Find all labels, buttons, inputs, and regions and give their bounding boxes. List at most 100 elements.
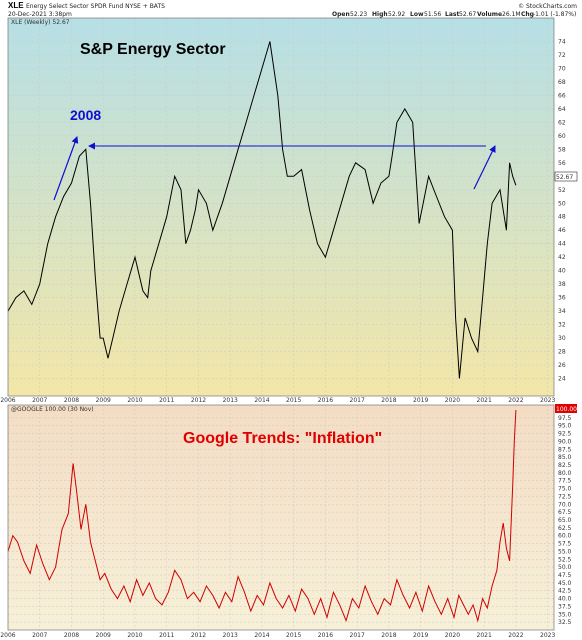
trends-y-tick-label: 82.5: [558, 462, 572, 469]
trends-legend: @GOOGLE 100.00 (30 Nov): [11, 406, 94, 413]
trends-panel-background: [8, 405, 554, 630]
trends-y-tick-label: 92.5: [558, 431, 572, 438]
trends-y-tick-label: 52.5: [558, 556, 572, 563]
trends-y-tick-label: 77.5: [558, 478, 572, 485]
trends-y-tick-label: 47.5: [558, 572, 572, 579]
price-x-tick-label: 2018: [381, 397, 396, 404]
trends-y-tick-label: 50.0: [558, 564, 572, 571]
trends-x-tick-label: 2007: [32, 632, 47, 639]
trends-panel-frame: [7, 404, 555, 631]
watermark-label: © StockCharts.com: [518, 3, 577, 10]
price-x-tick-label: 2016: [318, 397, 333, 404]
annotation-2008: 2008: [70, 107, 101, 123]
price-x-tick-label: 2021: [477, 397, 492, 404]
trends-x-tick-label: 2009: [96, 632, 111, 639]
trends-y-tick-label: 97.5: [558, 415, 572, 422]
price-title: S&P Energy Sector: [80, 41, 226, 58]
price-y-tick-label: 44: [558, 241, 566, 248]
price-panel: 2426283032343638404244464850525456586062…: [7, 17, 578, 397]
price-x-tick-label: 2009: [96, 397, 111, 404]
arrow-2021-rise: [473, 145, 496, 190]
price-y-tick-label: 36: [558, 295, 566, 302]
trends-y-tick-label: 80.0: [558, 470, 572, 477]
trends-title: Google Trends: "Inflation": [183, 430, 382, 447]
open-value: 52.23: [350, 11, 367, 18]
trends-y-tick-label: 85.0: [558, 454, 572, 461]
trends-x-tick-label: 2008: [64, 632, 79, 639]
price-y-tick-label: 30: [558, 335, 566, 342]
volume-value: 26.1M: [502, 11, 521, 18]
low-label: Low: [410, 11, 424, 18]
chg-label: Chg: [521, 11, 534, 18]
trends-y-tick-label: 95.0: [558, 423, 572, 430]
trends-y-tick-label: 62.5: [558, 525, 572, 532]
trends-x-tick-label: 2017: [350, 632, 365, 639]
trends-x-tick-label: 2014: [254, 632, 269, 639]
price-y-tick-label: 74: [558, 38, 566, 45]
trends-y-tick-label: 42.5: [558, 588, 572, 595]
trends-y-tick-label: 60.0: [558, 533, 572, 540]
trends-x-tick-label: 2019: [413, 632, 428, 639]
trends-y-tick-label: 35.0: [558, 611, 572, 618]
trends-y-tick-label: 67.5: [558, 509, 572, 516]
trends-x-tick-label: 2020: [445, 632, 460, 639]
symbol-label: XLE: [8, 1, 24, 10]
last-label: Last: [445, 11, 459, 18]
last-value: 52.67: [459, 11, 476, 18]
trends-x-tick-label: 2013: [223, 632, 238, 639]
last-price-tag: [554, 171, 578, 182]
trends-x-tick-label: 2018: [381, 632, 396, 639]
trends-x-tick-label: 2021: [477, 632, 492, 639]
price-x-tick-label: 2006: [0, 397, 15, 404]
trends-y-tick-label: 72.5: [558, 493, 572, 500]
trends-y-tick-label: 70.0: [558, 501, 572, 508]
price-y-tick-label: 58: [558, 146, 566, 153]
price-x-tick-label: 2022: [508, 397, 523, 404]
price-y-tick-label: 40: [558, 268, 566, 275]
price-x-tick-label: 2013: [223, 397, 238, 404]
price-x-tick-label: 2015: [286, 397, 301, 404]
description-label: Energy Select Sector SPDR Fund NYSE + BA…: [26, 3, 165, 10]
trends-x-tick-label: 2023: [540, 632, 555, 639]
price-y-tick-label: 50: [558, 200, 566, 207]
price-x-tick-label: 2017: [350, 397, 365, 404]
low-value: 51.56: [424, 11, 441, 18]
trends-x-tick-label: 2012: [191, 632, 206, 639]
price-y-tick-label: 38: [558, 281, 566, 288]
price-x-tick-label: 2020: [445, 397, 460, 404]
price-y-tick-label: 48: [558, 214, 566, 221]
price-legend: XLE (Weekly) 52.67: [11, 19, 70, 26]
price-y-tick-label: 66: [558, 92, 566, 99]
price-x-tick-label: 2011: [159, 397, 174, 404]
open-label: Open: [332, 11, 350, 18]
date-label: 20-Dec-2021 3:38pm: [8, 11, 72, 18]
price-y-tick-label: 72: [558, 52, 566, 59]
price-panel-background: [8, 18, 554, 396]
price-y-tick-label: 56: [558, 160, 566, 167]
price-y-tick-label: 28: [558, 349, 566, 356]
price-y-tick-label: 52: [558, 187, 566, 194]
price-y-tick-label: 26: [558, 362, 566, 369]
price-x-tick-label: 2023: [540, 397, 555, 404]
trends-y-tick-label: 40.0: [558, 596, 572, 603]
trends-x-tick-label: 2016: [318, 632, 333, 639]
price-y-tick-label: 64: [558, 106, 566, 113]
price-x-tick-label: 2008: [64, 397, 79, 404]
xle-price-series: [7, 41, 517, 379]
trends-y-tick-label: 57.5: [558, 541, 572, 548]
google-trends-series: [7, 409, 517, 623]
last-trend-tag: [555, 404, 577, 413]
price-y-tick-label: 60: [558, 133, 566, 140]
price-panel-frame: [7, 17, 555, 397]
high-label: High: [372, 11, 388, 18]
price-y-tick-label: 62: [558, 119, 566, 126]
price-y-tick-label: 70: [558, 65, 566, 72]
trends-y-tick-label: 75.0: [558, 486, 572, 493]
price-x-tick-label: 2010: [127, 397, 142, 404]
trends-x-tick-label: 2011: [159, 632, 174, 639]
price-y-tick-label: 34: [558, 308, 566, 315]
trends-y-tick-label: 45.0: [558, 580, 572, 587]
volume-label: Volume: [477, 11, 502, 18]
trends-y-tick-label: 90.0: [558, 438, 572, 445]
